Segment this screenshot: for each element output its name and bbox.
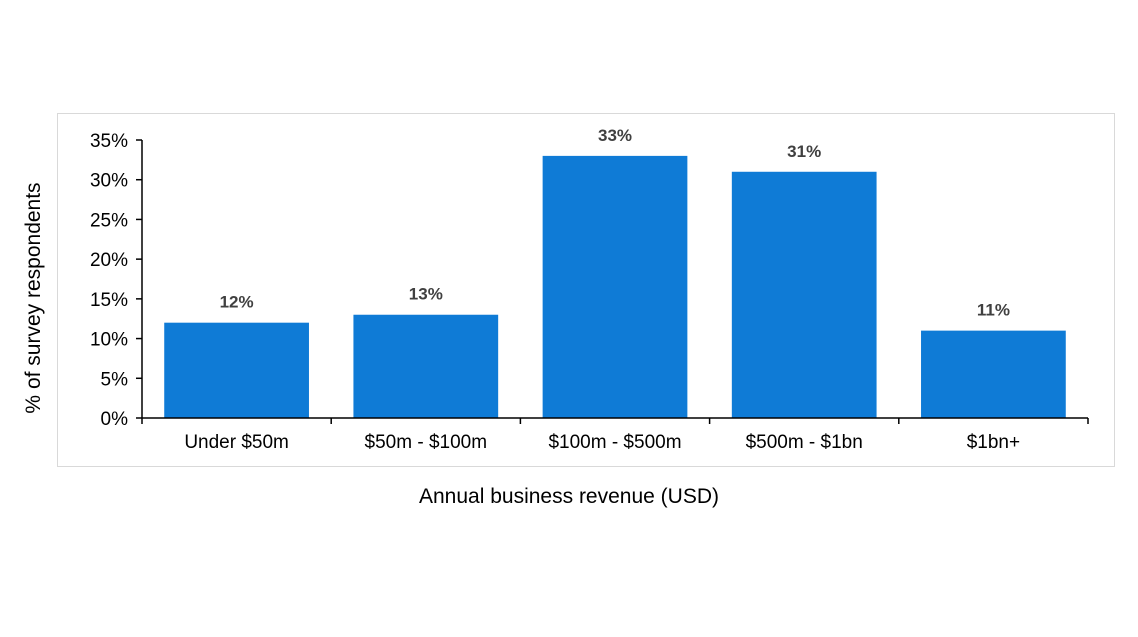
y-tick-label: 0%	[101, 409, 129, 430]
y-tick-label: 30%	[90, 171, 128, 192]
bar	[353, 314, 499, 418]
x-category-label: Under $50m	[184, 432, 289, 453]
axes-group	[141, 140, 1088, 419]
y-tick-label: 25%	[90, 210, 128, 231]
y-axis-title: % of survey respondents	[22, 182, 45, 413]
y-tick-label: 20%	[90, 250, 128, 271]
x-category-label: $100m - $500m	[548, 432, 681, 453]
y-tick-label: 15%	[90, 290, 128, 311]
x-ticks-group: Under $50m $50m - $100m $100m - $500m $500m…	[141, 418, 1089, 453]
y-tick-label: 10%	[90, 330, 128, 351]
data-labels-group: 12% 13% 33% 31% 11%	[220, 126, 1010, 320]
data-label: 33%	[598, 126, 632, 145]
bar	[164, 322, 309, 418]
y-tick-label: 35%	[90, 131, 128, 152]
data-label: 12%	[220, 293, 254, 312]
bar	[731, 171, 877, 418]
bar	[921, 330, 1066, 418]
bar	[542, 155, 688, 418]
y-tick-label: 5%	[101, 369, 129, 390]
x-category-label: $50m - $100m	[365, 432, 488, 453]
bars-group	[164, 155, 1066, 418]
data-label: 31%	[787, 142, 821, 161]
x-axis-title: Annual business revenue (USD)	[419, 485, 719, 508]
y-ticks-group: 0% 5% 10% 15% 20% 25% 30% 35%	[90, 131, 142, 430]
data-label: 13%	[409, 285, 443, 304]
x-category-label: $1bn+	[967, 432, 1020, 453]
x-category-label: $500m - $1bn	[746, 432, 863, 453]
data-label: 11%	[977, 301, 1010, 320]
